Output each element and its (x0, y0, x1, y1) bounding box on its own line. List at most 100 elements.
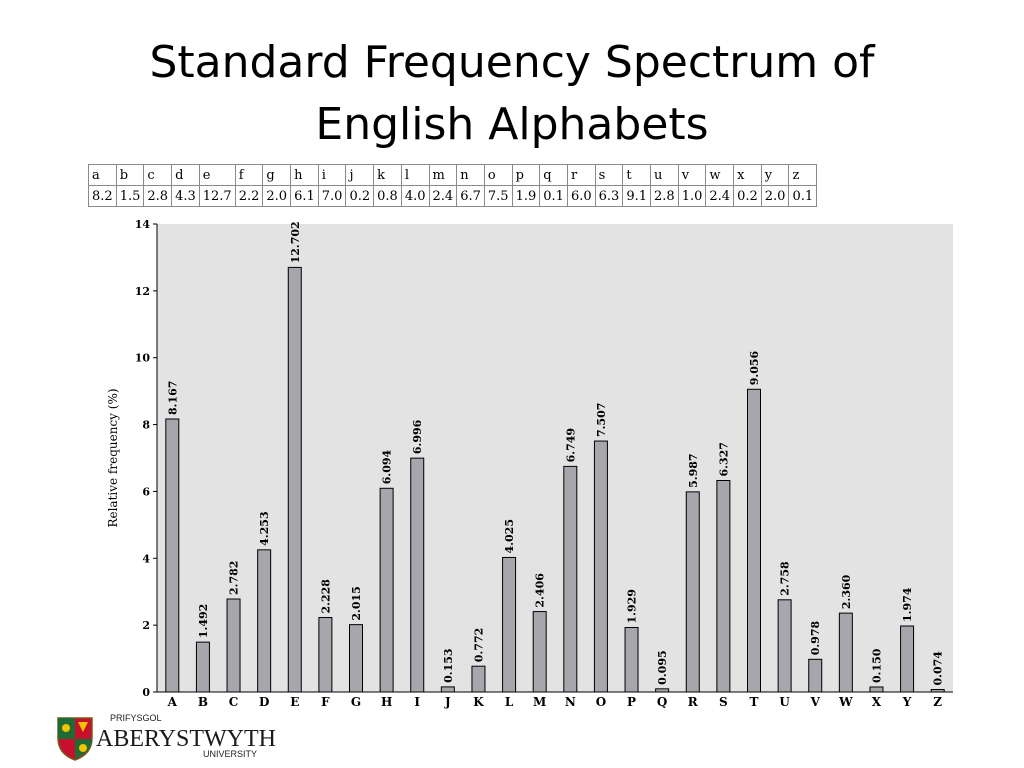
bar (532, 611, 547, 693)
bar (685, 491, 700, 693)
table-cell-value: 6.3 (594, 185, 624, 207)
bar (257, 549, 272, 693)
bar (838, 612, 853, 693)
bar-value-label: 6.327 (717, 442, 730, 476)
bar-value-label: 0.153 (442, 648, 455, 682)
bar-value-label: 5.987 (687, 453, 700, 487)
bar (318, 617, 333, 693)
y-tick-label: 4 (142, 552, 150, 565)
y-tick-label: 12 (135, 285, 150, 298)
bar-value-label: 1.974 (901, 587, 914, 622)
bar-value-label: 0.074 (932, 651, 945, 686)
bar (349, 624, 363, 693)
y-tick-label: 10 (135, 352, 151, 365)
x-tick-label: I (414, 695, 420, 709)
table-cell-value: 0.1 (788, 185, 818, 207)
x-tick-label: U (779, 695, 790, 709)
bar (747, 388, 761, 693)
bar-value-label: 12.702 (289, 221, 302, 263)
x-tick-label: D (259, 695, 269, 709)
y-axis-label: Relative frequency (%) (106, 388, 120, 527)
x-tick-label: B (198, 695, 208, 709)
table-cell-value: 2.2 (234, 185, 264, 207)
bar (716, 479, 731, 693)
y-tick-label: 8 (142, 419, 150, 432)
bar-value-label: 2.360 (840, 574, 853, 609)
bar-value-label: 4.253 (258, 511, 271, 545)
bar (655, 688, 670, 693)
x-tick-label: Z (933, 695, 942, 709)
bar-value-label: 2.406 (534, 573, 547, 608)
bar (165, 418, 180, 693)
table-cell-value: 6.0 (566, 185, 596, 207)
y-tick-label: 0 (142, 686, 150, 699)
bar-value-label: 8.167 (166, 381, 179, 415)
bar-value-label: 6.996 (411, 419, 424, 454)
bar (808, 658, 823, 693)
y-tick-label: 6 (142, 485, 150, 498)
slide-title-line2: English Alphabets (315, 99, 709, 150)
x-tick-label: J (444, 695, 451, 709)
x-tick-label: R (688, 695, 699, 709)
bar (563, 465, 578, 693)
bar-value-label: 1.492 (197, 604, 210, 638)
logo-text-name: ABERYSTWYTH (96, 726, 276, 752)
bar-value-label: 6.094 (381, 449, 394, 484)
bar (226, 598, 241, 693)
bar (379, 487, 394, 693)
x-tick-label: T (750, 695, 759, 709)
y-tick-label: 2 (142, 619, 150, 632)
table-cell-value: 6.7 (456, 185, 485, 207)
bar-value-label: 2.758 (779, 561, 792, 596)
x-tick-label: A (167, 695, 178, 709)
logo-text-top: PRIFYSGOL (110, 713, 162, 723)
bar (410, 457, 425, 693)
table-cell-value: 6.1 (290, 185, 319, 207)
slide-title-line1: Standard Frequency Spectrum of (149, 37, 875, 88)
logo-text-bottom: UNIVERSITY (203, 749, 257, 759)
x-tick-label: Y (902, 695, 912, 709)
x-tick-label: L (505, 695, 514, 709)
table-cell-value: 0.2 (733, 185, 762, 207)
slide-title: Standard Frequency Spectrum of English A… (0, 32, 1024, 156)
bar-value-label: 9.056 (748, 350, 761, 385)
bar-value-label: 2.015 (350, 586, 363, 620)
x-tick-label: F (321, 695, 330, 709)
x-tick-label: N (565, 695, 576, 709)
table-cell-value: 8.2 (88, 185, 117, 207)
university-logo: PRIFYSGOL ABERYSTWYTH UNIVERSITY (57, 713, 276, 761)
table-cell-value: 2.4 (428, 185, 458, 207)
bar-value-label: 1.929 (626, 589, 639, 623)
x-tick-label: S (719, 695, 728, 709)
bar-value-label: 0.772 (472, 628, 485, 662)
table-cell-value: 2.8 (650, 185, 679, 207)
bar-value-label: 0.150 (870, 648, 883, 683)
crest-icon (57, 717, 93, 761)
bar-value-label: 4.025 (503, 519, 516, 553)
bar (471, 665, 486, 693)
y-tick-label: 14 (135, 218, 151, 231)
bar (502, 556, 517, 693)
bar (287, 266, 302, 693)
bar-value-label: 0.978 (809, 621, 822, 656)
x-tick-label: V (810, 695, 821, 709)
x-tick-label: C (229, 695, 239, 709)
bar-value-label: 6.749 (564, 428, 577, 462)
bar-value-label: 7.507 (595, 403, 608, 437)
table-cell-value: 0.2 (345, 185, 375, 207)
bar (624, 627, 639, 693)
bar-value-label: 2.782 (228, 561, 241, 595)
bar-value-label: 2.228 (319, 579, 332, 614)
bar (900, 625, 915, 693)
x-tick-label: K (473, 695, 484, 709)
x-tick-label: P (627, 695, 636, 709)
bar (195, 641, 210, 693)
bar (777, 599, 792, 693)
x-tick-label: M (533, 695, 546, 709)
x-tick-label: E (290, 695, 299, 709)
bar (869, 686, 884, 693)
x-tick-label: Q (657, 695, 667, 709)
x-tick-label: G (351, 695, 361, 709)
